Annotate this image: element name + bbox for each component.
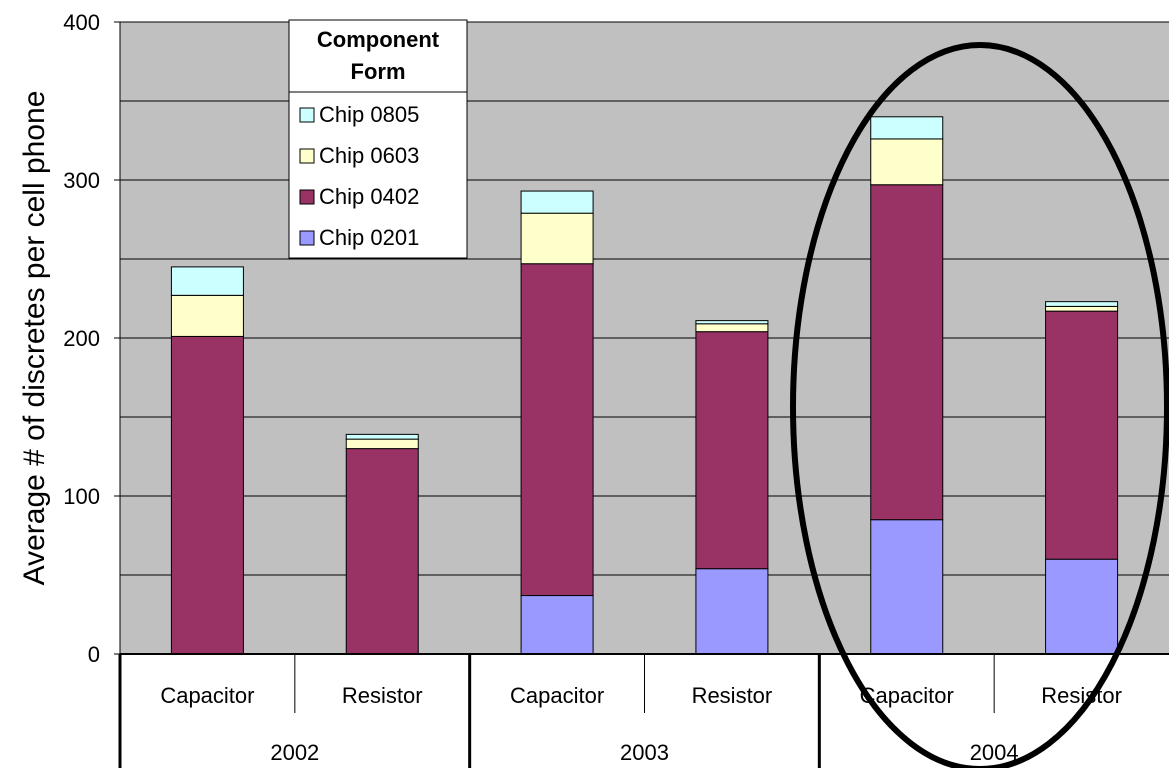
x-category-label: Resistor bbox=[342, 683, 423, 708]
x-category-label: Capacitor bbox=[160, 683, 254, 708]
bar-segment bbox=[1045, 558, 1119, 655]
x-category-label: Resistor bbox=[692, 683, 773, 708]
y-tick-label: 200 bbox=[63, 326, 100, 351]
highlight-ellipse bbox=[790, 42, 1169, 768]
legend-entry-label: Chip 0201 bbox=[319, 225, 419, 250]
y-tick-label: 0 bbox=[88, 642, 100, 667]
bar-segment bbox=[520, 595, 594, 655]
bar-segment bbox=[1045, 301, 1119, 307]
y-tick-label: 100 bbox=[63, 484, 100, 509]
bar-segment bbox=[345, 438, 419, 450]
x-category-label: Capacitor bbox=[510, 683, 604, 708]
bar-segment bbox=[520, 190, 594, 214]
y-tick-label: 400 bbox=[63, 10, 100, 35]
y-axis-ticks: 0 100 200 300 400 bbox=[63, 10, 121, 667]
bar-segment bbox=[870, 116, 944, 140]
bar-segment bbox=[695, 320, 769, 325]
bar-segment bbox=[170, 335, 244, 655]
legend-entry-label: Chip 0805 bbox=[319, 102, 419, 127]
legend-swatch bbox=[299, 107, 315, 123]
legend-entry-label: Chip 0603 bbox=[319, 143, 419, 168]
bar-segment bbox=[695, 568, 769, 655]
legend-box bbox=[288, 19, 468, 259]
bar-segment bbox=[870, 184, 944, 521]
legend-title-line1: Component bbox=[317, 27, 440, 52]
bar-segment bbox=[520, 212, 594, 265]
bar-segment bbox=[170, 294, 244, 337]
bar-segment bbox=[520, 263, 594, 597]
bar-segment bbox=[1045, 310, 1119, 560]
legend-entry-label: Chip 0402 bbox=[319, 184, 419, 209]
bar-segment bbox=[870, 138, 944, 186]
legend: Component Form Chip 0805 Chip 0603 Chip 04… bbox=[288, 19, 468, 259]
bar-segment bbox=[345, 433, 419, 440]
legend-title-line2: Form bbox=[351, 59, 406, 84]
x-group-label: 2004 bbox=[970, 740, 1019, 765]
bar-segment bbox=[695, 323, 769, 333]
bar-segment bbox=[345, 448, 419, 655]
bars bbox=[170, 116, 1119, 655]
bar-segment bbox=[1045, 305, 1119, 312]
x-axis: Capacitor Resistor Capacitor Resistor Capaci… bbox=[118, 653, 1169, 768]
x-group-label: 2002 bbox=[270, 740, 319, 765]
legend-swatch bbox=[299, 189, 315, 205]
bar-segment bbox=[170, 266, 244, 296]
bar-segment bbox=[870, 519, 944, 655]
legend-swatch bbox=[299, 230, 315, 246]
x-group-label: 2003 bbox=[620, 740, 669, 765]
y-tick-label: 300 bbox=[63, 168, 100, 193]
legend-entries: Chip 0805 Chip 0603 Chip 0402 Chip 0201 bbox=[299, 102, 419, 250]
x-category-label: Resistor bbox=[1041, 683, 1122, 708]
bar-segment bbox=[695, 331, 769, 570]
legend-swatch bbox=[299, 148, 315, 164]
y-axis-title: Average # of discretes per cell phone bbox=[18, 91, 51, 586]
